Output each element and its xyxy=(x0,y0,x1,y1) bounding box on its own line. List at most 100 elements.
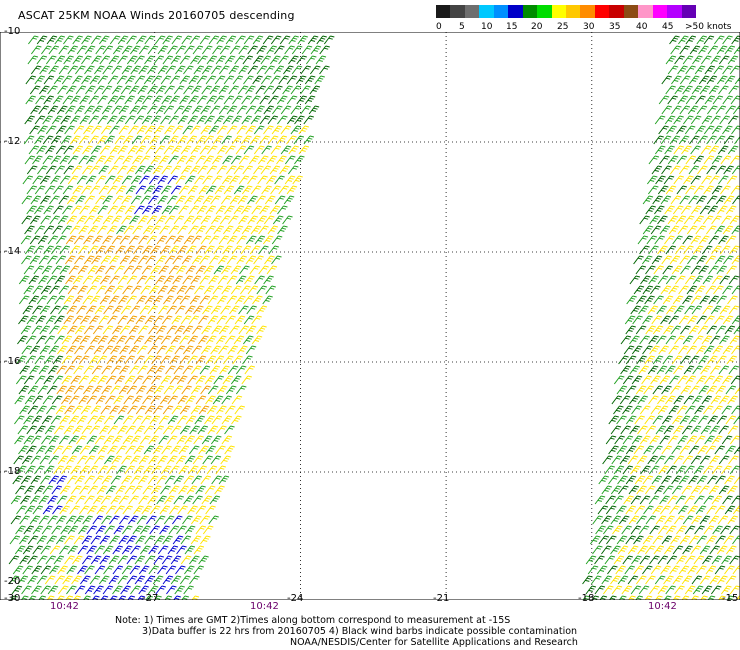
wind-barb xyxy=(54,575,65,585)
wind-barb xyxy=(79,485,90,495)
wind-barb xyxy=(83,125,94,135)
wind-barb xyxy=(224,405,236,415)
wind-barb xyxy=(162,425,174,435)
wind-barb xyxy=(9,535,21,545)
wind-barb xyxy=(179,75,190,85)
wind-barb xyxy=(88,95,99,105)
wind-barb xyxy=(678,475,690,485)
wind-barb xyxy=(133,505,144,515)
wind-barb xyxy=(271,255,282,265)
wind-barb xyxy=(18,275,30,285)
wind-barb xyxy=(172,535,184,545)
wind-barb xyxy=(657,585,669,595)
wind-barb xyxy=(54,35,65,45)
wind-barb xyxy=(253,165,264,175)
wind-barb xyxy=(661,475,672,485)
wind-barb xyxy=(652,325,664,335)
wind-barb xyxy=(151,205,163,215)
wind-barb xyxy=(238,305,249,315)
wind-barb xyxy=(703,185,714,195)
wind-barb xyxy=(97,445,109,455)
wind-barb xyxy=(46,35,58,45)
wind-barb xyxy=(34,75,46,85)
legend-swatch xyxy=(652,5,668,18)
wind-barb xyxy=(10,515,22,525)
wind-barb xyxy=(202,175,213,185)
wind-barb xyxy=(729,555,740,565)
wind-barb xyxy=(262,295,273,305)
wind-barb xyxy=(136,125,148,135)
wind-barb xyxy=(199,145,211,155)
wind-barb xyxy=(27,385,39,395)
wind-barb xyxy=(24,225,35,235)
wind-barb xyxy=(227,345,239,355)
wind-barb xyxy=(168,245,180,255)
wind-barb xyxy=(112,195,124,205)
wind-barb xyxy=(635,575,647,585)
wind-barb xyxy=(149,135,160,145)
wind-barb xyxy=(184,195,195,205)
wind-barb xyxy=(72,145,84,155)
wind-barb xyxy=(204,415,215,425)
wind-barb xyxy=(57,565,68,575)
wind-barb xyxy=(36,35,48,45)
wind-barb xyxy=(231,395,243,405)
wind-barb xyxy=(18,385,30,395)
wind-barb xyxy=(91,55,102,65)
wind-barb xyxy=(720,585,732,595)
wind-barb xyxy=(50,155,62,165)
wind-barb xyxy=(96,355,108,365)
legend-swatch xyxy=(594,5,610,18)
wind-barb xyxy=(665,185,677,195)
wind-barb xyxy=(176,155,188,165)
wind-barb xyxy=(694,405,705,415)
wind-barb xyxy=(177,245,188,255)
wind-barb xyxy=(637,545,648,555)
wind-barb xyxy=(636,515,647,525)
wind-barb xyxy=(43,75,55,85)
wind-barb xyxy=(204,115,215,125)
wind-barb xyxy=(645,575,656,585)
wind-barb xyxy=(112,175,124,185)
swath-time-label: 10:42 xyxy=(50,601,79,612)
wind-barb xyxy=(48,365,59,375)
wind-barb xyxy=(62,185,74,195)
wind-barb xyxy=(64,535,75,545)
wind-barb xyxy=(102,585,114,595)
wind-barb xyxy=(673,455,684,465)
wind-barb xyxy=(700,425,712,435)
wind-barb xyxy=(133,445,145,455)
wind-barb xyxy=(184,455,196,465)
wind-barb xyxy=(699,455,711,465)
wind-barb xyxy=(691,575,703,585)
wind-barb xyxy=(722,225,734,235)
wind-barb xyxy=(94,565,106,575)
wind-barb xyxy=(57,85,68,95)
wind-barb xyxy=(121,545,133,555)
wind-barb xyxy=(76,415,88,425)
wind-barb xyxy=(30,475,42,485)
wind-barb xyxy=(104,175,116,185)
wind-barb xyxy=(170,335,182,345)
wind-barb xyxy=(235,145,247,155)
wind-barb xyxy=(8,575,20,585)
wind-barb xyxy=(77,545,89,555)
wind-barb xyxy=(310,45,322,55)
wind-barb xyxy=(86,545,97,555)
wind-barb xyxy=(610,575,621,585)
wind-barb xyxy=(619,395,631,405)
wind-barb xyxy=(230,265,242,275)
wind-barb xyxy=(134,355,145,365)
wind-barb xyxy=(168,205,180,215)
wind-barb xyxy=(234,315,246,325)
wind-barb xyxy=(665,585,676,595)
wind-barb xyxy=(681,595,690,600)
wind-barb xyxy=(666,125,677,135)
wind-barb xyxy=(675,215,687,225)
wind-barb xyxy=(43,225,55,235)
wind-barb xyxy=(229,305,240,315)
wind-barb xyxy=(168,135,179,145)
wind-barb xyxy=(711,555,723,565)
wind-barb xyxy=(664,115,676,125)
wind-barb xyxy=(209,255,220,265)
